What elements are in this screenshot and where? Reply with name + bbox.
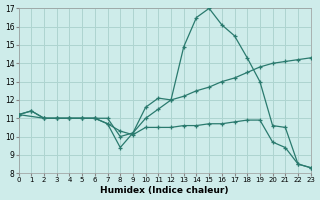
X-axis label: Humidex (Indice chaleur): Humidex (Indice chaleur) [100, 186, 229, 195]
